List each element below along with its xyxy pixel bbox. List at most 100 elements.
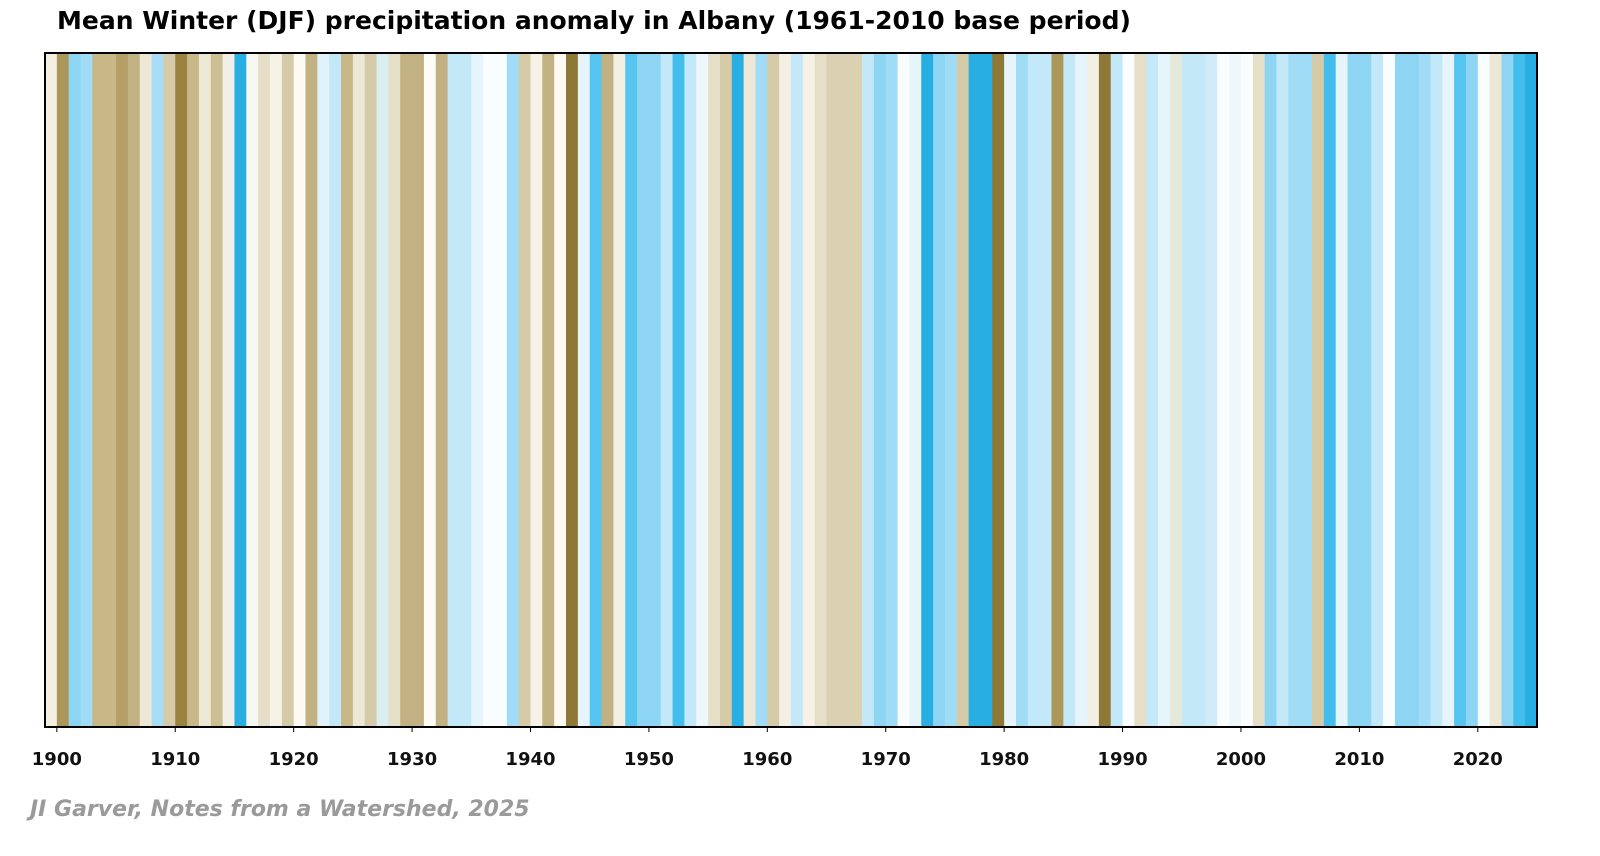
stripe [1098, 53, 1112, 727]
stripe [1158, 53, 1171, 727]
stripe [388, 53, 401, 727]
stripe [944, 53, 958, 727]
stripe [1406, 53, 1419, 727]
stripe [104, 53, 117, 727]
chart-title: Mean Winter (DJF) precipitation anomaly … [57, 6, 1131, 35]
stripe [1039, 53, 1052, 727]
stripe [412, 53, 425, 727]
stripe [1004, 53, 1017, 727]
stripe [471, 53, 484, 727]
stripe [921, 53, 934, 727]
stripe [198, 53, 212, 727]
x-tick-label: 1970 [861, 749, 911, 770]
stripe [1442, 53, 1455, 727]
x-tick-label: 2000 [1216, 749, 1266, 770]
stripes [45, 53, 1538, 727]
stripe [1276, 53, 1289, 727]
stripe [1181, 53, 1195, 727]
stripe [1489, 53, 1502, 727]
stripe [1323, 53, 1337, 727]
stripe [731, 53, 745, 727]
x-tick-label: 1900 [32, 749, 82, 770]
stripe [1454, 53, 1467, 727]
stripe [992, 53, 1005, 727]
stripe [814, 53, 827, 727]
stripe [980, 53, 993, 727]
stripe [1146, 53, 1159, 727]
stripe [719, 53, 733, 727]
stripe [258, 53, 271, 727]
stripe [1300, 53, 1313, 727]
stripe [1312, 53, 1325, 727]
stripe [684, 53, 697, 727]
stripe [802, 53, 816, 727]
stripe [376, 53, 389, 727]
stripe [1394, 53, 1408, 727]
stripe [234, 53, 247, 727]
stripe [187, 53, 200, 727]
stripe [660, 53, 673, 727]
stripe [518, 53, 531, 727]
stripe [566, 53, 579, 727]
stripe [45, 53, 58, 727]
stripe [506, 53, 520, 727]
x-tick-label: 1930 [387, 749, 437, 770]
stripe [281, 53, 295, 727]
stripe [341, 53, 354, 727]
stripe [933, 53, 946, 727]
x-axis: 1900 1910 1920 1930 1940 1950 1960 1970 1980 1990… [32, 727, 1503, 770]
stripe [873, 53, 887, 727]
x-tick-label: 1910 [150, 749, 200, 770]
x-tick-label: 2010 [1334, 749, 1384, 770]
stripe [625, 53, 638, 727]
stripe [648, 53, 662, 727]
stripe [56, 53, 70, 727]
stripe [1205, 53, 1218, 727]
stripe [637, 53, 650, 727]
stripe [139, 53, 152, 727]
stripe [779, 53, 792, 727]
stripe [80, 53, 93, 727]
stripe [1087, 53, 1100, 727]
stripe [116, 53, 129, 727]
stripe [1465, 53, 1479, 727]
stripe [293, 53, 306, 727]
stripe [175, 53, 188, 727]
stripe [1134, 53, 1147, 727]
stripe [494, 53, 508, 727]
x-tick-label: 1980 [979, 749, 1029, 770]
stripe [423, 53, 437, 727]
x-tick-label: 1990 [1098, 749, 1148, 770]
stripe [1075, 53, 1088, 727]
stripe [246, 53, 259, 727]
stripe [400, 53, 413, 727]
stripe [210, 53, 224, 727]
stripe [1335, 53, 1348, 727]
stripe [885, 53, 898, 727]
stripe [589, 53, 602, 727]
stripe [447, 53, 460, 727]
stripe [1430, 53, 1443, 727]
stripe [850, 53, 863, 727]
stripe [1418, 53, 1431, 727]
stripe [613, 53, 626, 727]
stripe [352, 53, 366, 727]
stripe [767, 53, 780, 727]
stripe [1063, 53, 1076, 727]
stripe [1229, 53, 1242, 727]
stripe [542, 53, 555, 727]
stripe [305, 53, 318, 727]
stripe [329, 53, 342, 727]
x-tick-label: 2020 [1453, 749, 1503, 770]
stripe [897, 53, 910, 727]
stripe [1371, 53, 1384, 727]
stripe [68, 53, 81, 727]
stripe [1122, 53, 1135, 727]
stripe [1193, 53, 1206, 727]
stripe [791, 53, 804, 727]
stripe [269, 53, 283, 727]
stripe [743, 53, 756, 727]
stripe [1252, 53, 1266, 727]
stripe [1015, 53, 1029, 727]
x-tick-label: 1920 [269, 749, 319, 770]
